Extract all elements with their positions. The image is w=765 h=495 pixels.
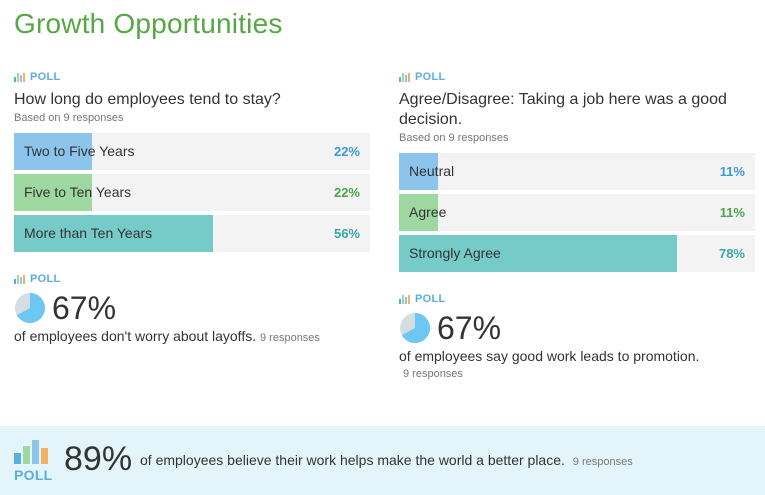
poll-option-label: Strongly Agree <box>409 245 501 261</box>
banner-poll-badge: POLL <box>14 440 54 483</box>
stat-description: of employees don't worry about layoffs. <box>14 328 257 344</box>
poll-option: Strongly Agree 78% <box>399 235 755 272</box>
pie-chart-icon <box>15 293 45 323</box>
poll-option-label: Five to Ten Years <box>24 184 132 200</box>
section-title: Growth Opportunities <box>14 8 283 39</box>
poll-option: More than Ten Years 56% <box>14 215 370 252</box>
poll-chart-icon <box>399 294 410 304</box>
stat-description: of employees say good work leads to prom… <box>399 348 700 364</box>
poll-option-bar <box>399 235 677 272</box>
banner-description: of employees believe their work helps ma… <box>140 452 565 468</box>
poll-option-bar <box>14 215 214 252</box>
poll-option-bar <box>399 153 439 190</box>
banner-poll-label: POLL <box>14 467 53 483</box>
stat-responses: 9 responses <box>260 332 320 344</box>
poll-option-bar <box>14 174 93 211</box>
poll-option-percent: 11% <box>719 205 745 220</box>
poll-tag: POLL <box>399 292 755 306</box>
stat-percent: 67% <box>52 290 117 326</box>
poll-tag: POLL <box>399 70 755 84</box>
poll-option: Neutral 11% <box>399 153 755 190</box>
poll-option-percent: 22% <box>333 185 360 200</box>
poll-based-on: Based on 9 responses <box>14 112 124 124</box>
stat-responses: 9 responses <box>403 368 463 380</box>
poll-option: Five to Ten Years 22% <box>14 174 370 211</box>
poll-option-percent: 11% <box>719 164 745 179</box>
poll-option-percent: 78% <box>718 246 745 261</box>
poll-tag-label: POLL <box>30 273 61 285</box>
poll-chart-icon <box>399 72 410 82</box>
poll-option-percent: 22% <box>333 144 360 159</box>
poll-tag: POLL <box>14 70 370 84</box>
poll-chart-icon <box>14 274 25 284</box>
pie-chart-icon <box>400 313 430 343</box>
poll-option-bar <box>399 194 439 231</box>
poll-option: Two to Five Years 22% <box>14 133 370 170</box>
poll-option-label: More than Ten Years <box>24 225 153 241</box>
poll-employee-tenure: POLL How long do employees tend to stay?… <box>14 70 370 344</box>
stat-layoffs: POLL 67% of employees don't worry about … <box>14 272 370 344</box>
banner-percent: 89% <box>64 440 133 478</box>
poll-tag: POLL <box>14 272 370 286</box>
poll-option-label: Agree <box>409 204 447 220</box>
poll-option: Agree 11% <box>399 194 755 231</box>
poll-question: Agree/Disagree: Taking a job here was a … <box>399 91 727 128</box>
stat-percent: 67% <box>437 310 502 346</box>
poll-option-label: Two to Five Years <box>24 143 135 159</box>
pie-slice <box>401 313 430 343</box>
highlight-banner: POLL 89% of employees believe their work… <box>0 426 765 495</box>
bar-chart-icon <box>14 440 54 464</box>
stat-promotion: POLL 67% of employees say good work lead… <box>399 292 755 380</box>
poll-options: Neutral 11% Agree 11% Strongly Agree 78% <box>399 153 755 272</box>
banner-responses: 9 responses <box>572 456 633 468</box>
poll-question: How long do employees tend to stay? <box>14 91 281 108</box>
poll-option-bar <box>14 133 93 170</box>
poll-chart-icon <box>14 72 25 82</box>
poll-good-decision: POLL Agree/Disagree: Taking a job here w… <box>399 70 755 380</box>
poll-tag-label: POLL <box>415 71 446 83</box>
poll-option-percent: 56% <box>333 226 360 241</box>
pie-slice <box>16 293 45 323</box>
poll-options: Two to Five Years 22% Five to Ten Years 22%… <box>14 133 370 252</box>
poll-tag-label: POLL <box>30 71 61 83</box>
poll-tag-label: POLL <box>415 293 446 305</box>
poll-option-label: Neutral <box>409 163 455 179</box>
poll-based-on: Based on 9 responses <box>399 132 509 144</box>
